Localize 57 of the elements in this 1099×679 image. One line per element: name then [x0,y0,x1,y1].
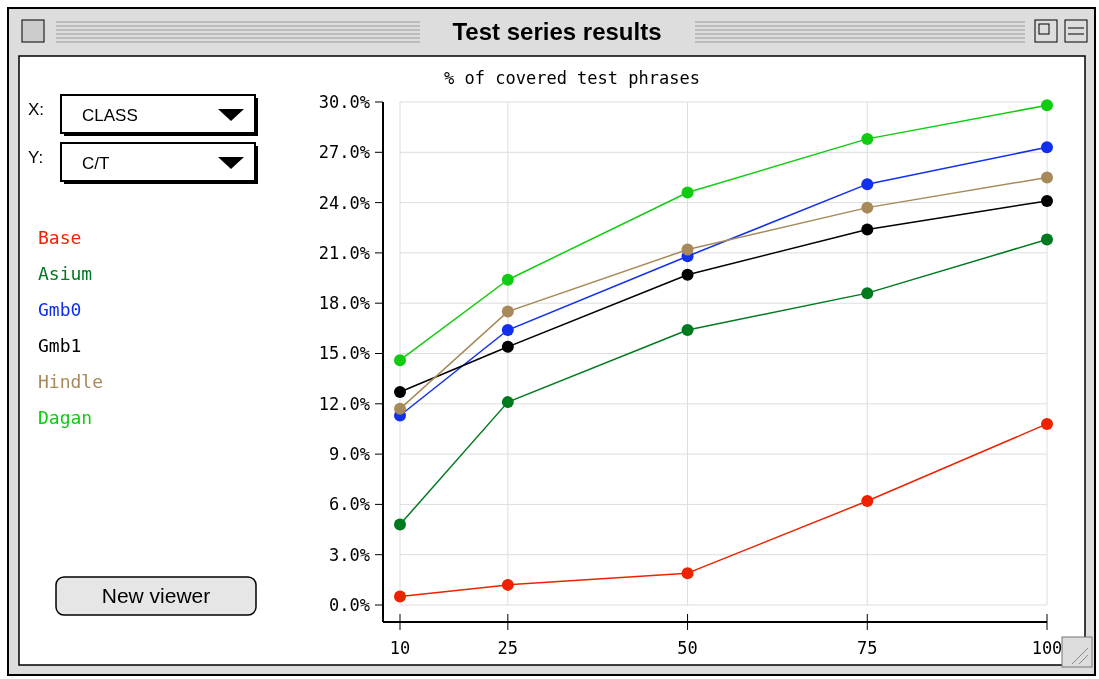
point [501,273,514,286]
x-tick-label: 25 [497,638,519,658]
point [861,287,874,300]
text: Base [38,227,82,249]
point [501,324,514,337]
text: Hindle [38,371,104,393]
text: Gmb1 [38,335,82,357]
y-tick-label: 21.0% [318,242,370,263]
point [681,186,694,199]
point [501,305,514,318]
y-axis-title: % of covered test phrases [444,68,700,88]
y-tick-label: 3.0% [329,544,370,565]
y-tick-label: 27.0% [318,142,370,163]
point [861,178,874,191]
x-tick-label: 100 [1031,638,1063,658]
y-tick-label: 0.0% [329,594,370,615]
text: New viewer [101,584,211,607]
x-tick-label: 75 [857,638,878,658]
chart-title: Test series results [452,18,662,45]
point [394,386,406,399]
point [1041,171,1053,184]
text: Y: [28,148,44,167]
point [861,495,874,508]
point [1041,99,1053,112]
y-tick-label: 24.0% [318,192,370,213]
point [861,132,874,145]
x-tick-label: 50 [677,638,698,658]
point [394,518,406,531]
text: Dagan [38,407,93,429]
point [861,201,874,214]
point [394,354,406,367]
point [394,590,406,603]
point [681,243,694,256]
text: Asium [38,263,93,285]
point [1041,194,1053,207]
x-tick-label: 10 [389,638,411,658]
text: X: [28,100,45,119]
text: CLASS [82,106,138,125]
point [501,578,514,591]
point [501,340,514,353]
point [681,567,694,580]
point [394,402,406,415]
text: Gmb0 [38,299,82,321]
point [1041,417,1053,430]
point [681,268,694,281]
point [861,223,874,236]
y-tick-label: 15.0% [318,343,370,364]
point [1041,141,1053,154]
y-tick-label: 30.0% [318,91,370,112]
point [501,396,514,409]
y-tick-label: 6.0% [329,494,370,515]
point [1041,233,1053,246]
y-tick-label: 12.0% [318,393,370,414]
y-tick-label: 9.0% [329,444,370,465]
text: C/T [82,154,110,173]
y-tick-label: 18.0% [318,293,370,314]
point [681,324,694,337]
